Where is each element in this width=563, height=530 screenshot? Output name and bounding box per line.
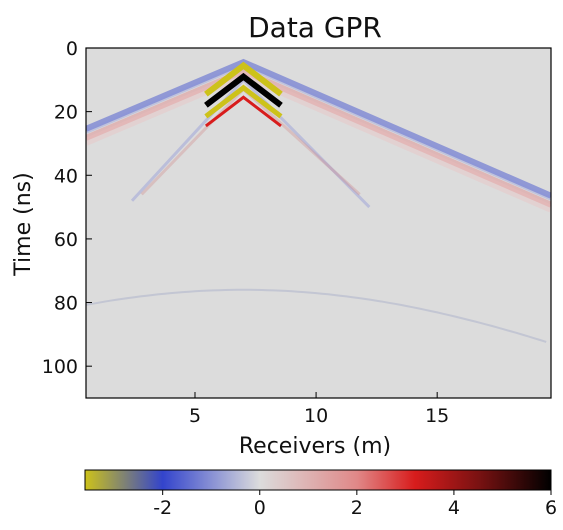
y-tick-label: 100	[42, 356, 78, 378]
y-tick-label: 60	[54, 229, 78, 251]
colorbar-gradient	[85, 470, 551, 490]
y-tick-label: 80	[54, 293, 78, 315]
colorbar-tick-label: 6	[545, 497, 557, 519]
x-tick-label: 15	[425, 405, 449, 427]
y-axis-label: Time (ns)	[11, 172, 36, 276]
y-tick-label: 20	[54, 102, 78, 124]
colorbar-tick-label: 2	[351, 497, 363, 519]
colorbar-tick-label: 0	[254, 497, 266, 519]
colorbar-ticks: -2 0 2 4 6	[153, 490, 557, 519]
x-tick-label: 5	[189, 405, 201, 427]
x-axis-label: Receivers (m)	[239, 434, 391, 459]
y-tick-label: 0	[66, 38, 78, 60]
plot-area	[86, 48, 551, 398]
colorbar: -2 0 2 4 6	[85, 470, 557, 519]
colorbar-tick-label: -2	[153, 497, 172, 519]
chart-title: Data GPR	[248, 11, 382, 44]
colorbar-tick-label: 4	[448, 497, 460, 519]
x-tick-label: 10	[304, 405, 328, 427]
y-tick-label: 40	[54, 165, 78, 187]
y-axis: 0 20 40 60 80 100	[42, 38, 92, 378]
